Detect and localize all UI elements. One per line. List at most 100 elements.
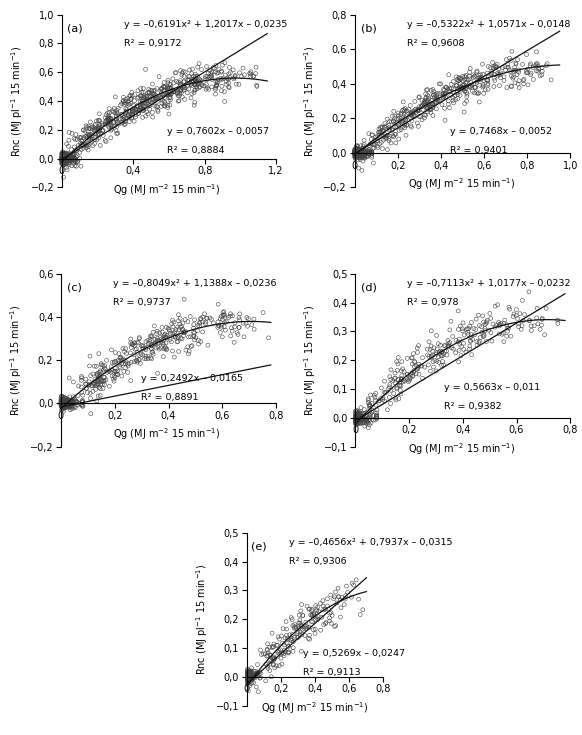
Point [391, 137, 400, 148]
Point [469, 323, 478, 334]
Point [378, 121, 387, 133]
Point [352, 410, 361, 422]
Point [214, 320, 223, 331]
Point [157, 93, 166, 104]
Point [130, 337, 139, 348]
Point [437, 350, 446, 362]
Point [67, 150, 76, 162]
Point [354, 145, 364, 157]
Point [173, 332, 183, 344]
Point [235, 321, 244, 333]
Point [448, 92, 457, 104]
Point [96, 127, 105, 139]
Point [224, 312, 233, 323]
Point [350, 146, 360, 157]
Point [60, 152, 69, 164]
Point [176, 87, 186, 98]
Point [91, 120, 100, 132]
Point [279, 650, 289, 662]
Point [165, 82, 174, 94]
Point [93, 121, 102, 133]
Point [58, 155, 68, 167]
Point [278, 637, 287, 649]
Point [58, 154, 67, 165]
Point [191, 78, 201, 90]
Point [57, 395, 66, 407]
Point [214, 320, 223, 332]
Point [184, 331, 193, 343]
Point [353, 145, 363, 157]
Point [243, 664, 252, 675]
Point [376, 392, 385, 404]
Point [115, 357, 124, 369]
Point [57, 156, 66, 168]
Point [66, 398, 76, 409]
Point [439, 90, 449, 101]
Point [365, 399, 375, 411]
Point [421, 88, 430, 100]
Text: R² = 0,9382: R² = 0,9382 [444, 401, 502, 411]
Point [58, 395, 67, 406]
Point [110, 356, 119, 368]
Point [354, 145, 363, 157]
Point [297, 598, 306, 610]
Point [244, 670, 254, 682]
Point [352, 148, 361, 160]
Point [472, 336, 481, 348]
Point [73, 155, 82, 167]
Point [56, 395, 66, 406]
Point [428, 101, 438, 113]
Point [178, 317, 187, 329]
Point [352, 147, 361, 159]
Point [59, 153, 69, 165]
Point [77, 387, 87, 398]
Point [58, 156, 67, 168]
Point [325, 607, 334, 619]
Point [93, 374, 102, 386]
Point [201, 316, 210, 328]
Point [455, 90, 464, 101]
Point [413, 117, 422, 129]
Point [143, 334, 152, 346]
Point [93, 373, 102, 385]
Point [61, 154, 70, 166]
Point [416, 360, 425, 372]
Text: y = 0,7602x – 0,0057: y = 0,7602x – 0,0057 [167, 127, 269, 136]
Point [159, 100, 169, 112]
Point [226, 67, 235, 79]
Point [365, 146, 375, 158]
Point [70, 401, 80, 412]
Point [177, 69, 186, 81]
Point [352, 146, 361, 157]
Point [83, 129, 93, 140]
Point [358, 411, 367, 423]
Point [284, 640, 293, 652]
Point [119, 354, 129, 366]
Point [194, 78, 203, 90]
Point [378, 394, 388, 406]
Point [248, 673, 257, 685]
Point [252, 81, 261, 93]
Point [165, 99, 175, 111]
Point [541, 303, 551, 315]
Point [58, 149, 67, 161]
Point [351, 414, 360, 426]
Point [354, 145, 364, 157]
Point [275, 633, 284, 645]
Point [196, 313, 205, 325]
Point [57, 398, 66, 410]
Point [354, 150, 363, 162]
Point [59, 398, 68, 409]
Point [356, 154, 365, 165]
Point [59, 153, 69, 165]
Point [157, 337, 166, 348]
Point [58, 151, 67, 163]
Point [99, 375, 108, 387]
Point [350, 150, 360, 162]
Point [61, 147, 70, 159]
Point [207, 314, 216, 326]
Point [509, 66, 519, 78]
Point [353, 418, 362, 430]
Point [58, 402, 68, 414]
Point [79, 140, 88, 151]
